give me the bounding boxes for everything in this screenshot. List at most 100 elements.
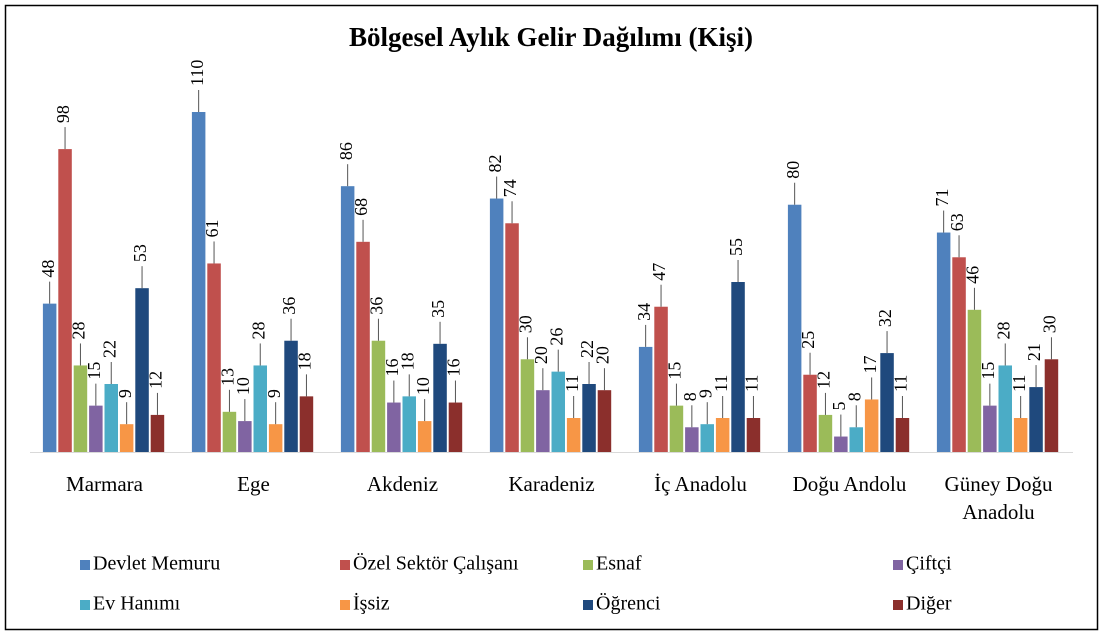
data-label: 11 — [711, 375, 731, 392]
data-label: 15 — [978, 362, 998, 380]
x-tick-label: Marmara — [66, 472, 143, 496]
data-label: 17 — [860, 355, 880, 373]
bar — [818, 414, 833, 452]
bar — [284, 340, 298, 452]
data-label: 98 — [53, 105, 73, 123]
legend-swatch — [340, 600, 350, 610]
data-label: 82 — [485, 155, 505, 173]
data-label: 36 — [367, 297, 387, 315]
bar — [952, 257, 966, 452]
bar — [238, 421, 252, 452]
bar — [1044, 359, 1059, 452]
bar — [654, 306, 668, 452]
bar — [638, 346, 653, 452]
data-label: 16 — [444, 359, 464, 377]
data-label: 9 — [115, 389, 135, 398]
data-label: 21 — [1024, 343, 1044, 361]
data-label: 28 — [993, 321, 1013, 339]
data-label: 8 — [680, 392, 700, 401]
x-tick-label: Doğu Andolu — [792, 472, 907, 496]
legend-label: Öğrenci — [596, 592, 661, 615]
data-label: 47 — [649, 263, 669, 281]
data-label: 28 — [248, 321, 268, 339]
data-label: 10 — [233, 377, 253, 395]
legend-label: Esnaf — [596, 553, 642, 575]
data-label: 13 — [218, 368, 238, 386]
bar — [715, 418, 730, 452]
bar — [520, 359, 535, 452]
data-label: 71 — [932, 189, 952, 207]
legend-swatch — [893, 600, 903, 610]
legend-label: Özel Sektör Çalışanı — [353, 552, 519, 575]
data-label: 86 — [336, 142, 356, 160]
data-label: 26 — [546, 328, 566, 346]
data-label: 15 — [665, 362, 685, 380]
data-label: 110 — [187, 60, 207, 86]
bar — [253, 365, 267, 452]
data-label: 10 — [413, 377, 433, 395]
data-label: 34 — [634, 303, 654, 321]
bar — [489, 198, 504, 452]
bar — [1029, 387, 1043, 452]
data-label: 18 — [295, 352, 315, 370]
bar — [834, 436, 848, 452]
bar — [746, 418, 761, 452]
data-label: 15 — [84, 362, 104, 380]
bar — [371, 340, 386, 452]
bar — [222, 411, 237, 452]
bar — [104, 384, 118, 452]
data-label: 5 — [829, 402, 849, 411]
data-label: 74 — [500, 179, 520, 197]
bar — [731, 282, 745, 452]
legend-swatch — [80, 600, 90, 610]
bar — [536, 390, 550, 452]
legend-label: İşsiz — [353, 592, 390, 615]
data-label: 22 — [99, 340, 119, 358]
bar — [551, 371, 565, 452]
bar — [566, 418, 581, 452]
bar — [936, 232, 951, 452]
data-label: 80 — [783, 161, 803, 179]
data-label: 68 — [351, 198, 371, 216]
bar — [685, 427, 699, 452]
bar — [803, 374, 817, 452]
data-label: 36 — [279, 297, 299, 315]
legend-swatch — [340, 560, 350, 570]
data-label: 8 — [844, 392, 864, 401]
chart-title: Bölgesel Aylık Gelir Dağılımı (Kişi) — [349, 22, 753, 52]
bar — [787, 204, 802, 452]
data-label: 35 — [428, 300, 448, 318]
bar — [597, 390, 612, 452]
bar — [356, 241, 370, 452]
data-label: 12 — [146, 371, 166, 389]
bar — [505, 223, 519, 452]
bar — [433, 343, 447, 452]
chart-frame — [4, 4, 1099, 631]
bar — [387, 402, 401, 452]
bar — [191, 112, 206, 452]
bar — [42, 303, 57, 452]
data-label: 25 — [798, 331, 818, 349]
bar — [340, 186, 355, 452]
data-label: 11 — [891, 375, 911, 392]
data-label: 30 — [516, 315, 536, 333]
data-label: 9 — [695, 389, 715, 398]
data-label: 18 — [397, 352, 417, 370]
legend-swatch — [583, 560, 593, 570]
bar — [89, 405, 103, 452]
data-label: 20 — [531, 346, 551, 364]
legend-label: Çiftçi — [906, 553, 952, 575]
legend-label: Devlet Memuru — [93, 553, 220, 575]
data-label: 12 — [814, 371, 834, 389]
data-label: 9 — [264, 389, 284, 398]
bar — [119, 424, 134, 452]
legend-label: Ev Hanımı — [93, 593, 181, 615]
bar — [73, 365, 88, 452]
bar — [895, 418, 910, 452]
bar — [448, 402, 463, 452]
x-tick-label: Karadeniz — [508, 472, 595, 496]
bar — [669, 405, 684, 452]
bar — [700, 424, 714, 452]
